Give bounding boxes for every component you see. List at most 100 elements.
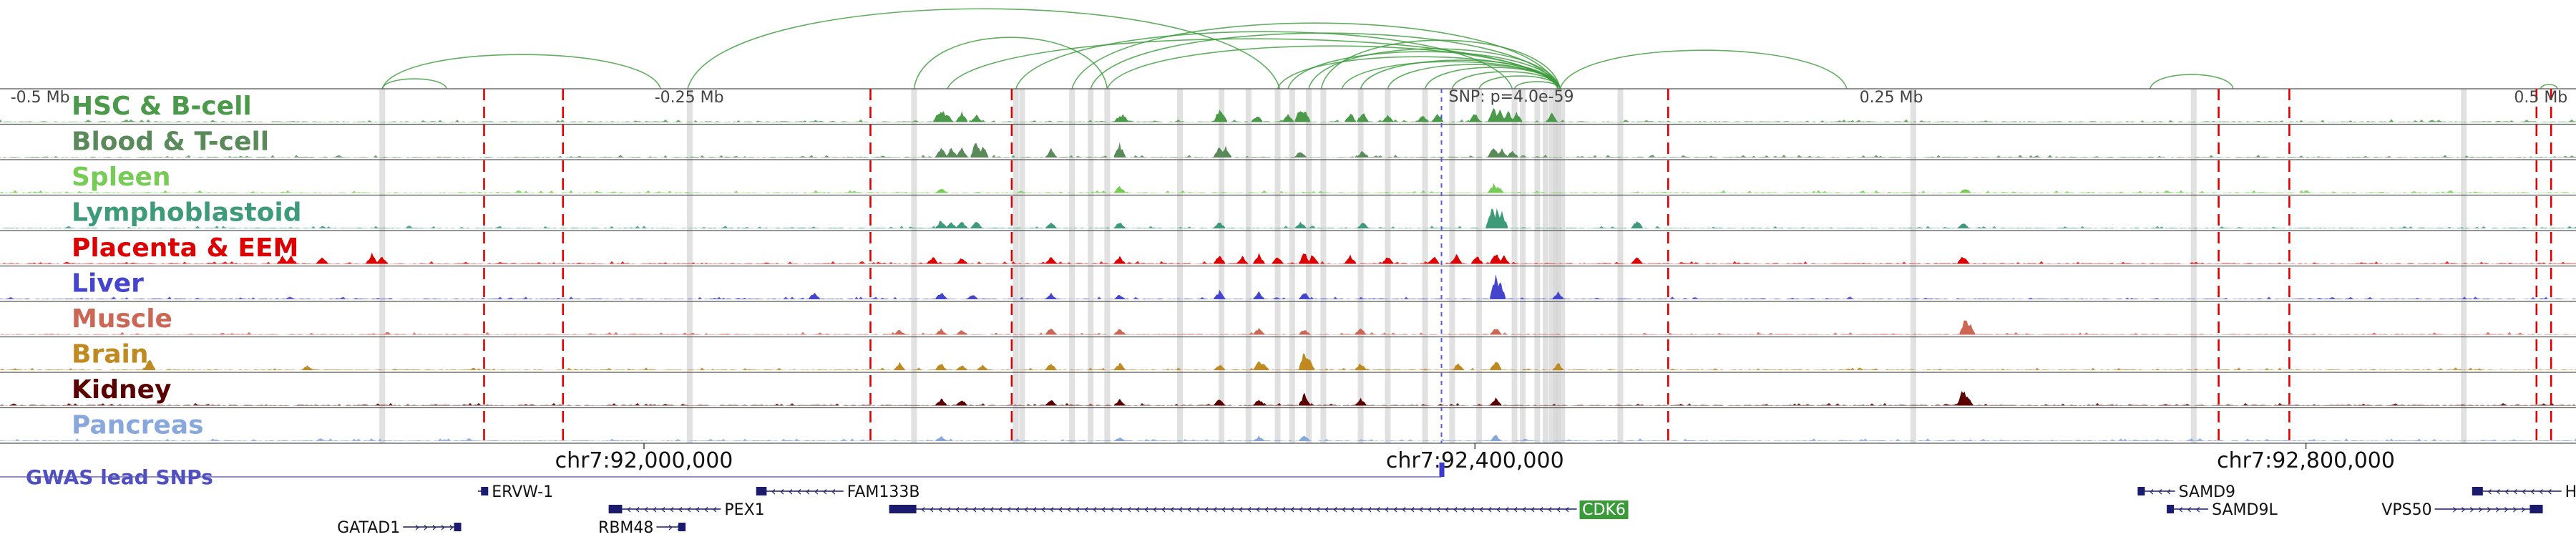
track-noise [0,367,2576,370]
track-noise [0,261,2576,264]
strand-arrow: ‹ [1221,502,1226,517]
signal-peak [1494,109,1506,122]
scale-label: 0.25 Mb [1860,89,1923,107]
strand-arrow: ‹ [1359,502,1364,517]
signal-peak [1299,293,1311,299]
signal-peak [1294,221,1307,228]
gene-highlight-box [1579,500,1629,519]
signal-peak [1511,112,1523,122]
strand-arrow: ‹ [1453,502,1458,517]
signal-peak [1113,329,1126,335]
chromatin-loop-arcs [381,8,2558,90]
signal-peak [1303,358,1314,370]
strand-arrow: › [423,520,428,535]
signal-peak [1957,223,1969,228]
strand-arrow: › [668,520,673,535]
signal-peak [1253,253,1265,264]
track-name: Liver [72,269,144,299]
strand-arrow: ‹ [1565,502,1570,517]
signal-peak [935,436,947,441]
signal-peak [1299,330,1311,335]
strand-arrow: ‹ [805,484,810,499]
strand-arrow: ‹ [1093,502,1098,517]
strand-arrow: ‹ [1522,502,1527,517]
signal-peak [970,222,982,228]
loop-arc [1513,81,1561,90]
strand-arrow: ‹ [1539,502,1544,517]
loop-arc [1478,75,1561,90]
strand-arrow: ‹ [669,502,674,517]
strand-arrow: ‹ [771,484,776,499]
strand-arrow: ‹ [1084,502,1089,517]
signal-peak [1214,364,1226,370]
gene-name: PEX1 [724,501,764,519]
coordinate-axis: chr7:92,000,000 chr7:92,400,000 chr7:92,80… [0,443,2395,489]
signal-peak [1957,256,1969,264]
track-7 [0,336,2576,370]
signal-peak [935,293,947,299]
signal-peak [1294,152,1307,158]
strand-arrow: ‹ [652,502,657,517]
strand-arrow: › [2461,502,2466,517]
strand-arrow: ‹ [1548,502,1553,517]
signal-peak [1045,257,1057,264]
strand-arrow: › [440,520,445,535]
strand-arrow: › [2478,502,2483,517]
signal-peak [956,400,968,406]
strand-arrow: ‹ [1316,502,1321,517]
signal-peak [1546,112,1558,122]
strand-arrow: ‹ [1058,502,1063,517]
strand-arrow: ‹ [2539,484,2544,499]
signal-peak [1345,254,1357,264]
signal-peak [1428,256,1440,264]
signal-tracks [0,88,2576,444]
strand-arrow: › [2469,502,2474,517]
signal-peak [1490,397,1502,406]
track-noise [0,190,2576,193]
signal-peak [935,398,947,406]
signal-peak [1045,363,1057,370]
strand-arrow: ‹ [635,502,640,517]
signal-peak [1382,115,1394,122]
strand-arrow: ‹ [1024,502,1029,517]
signal-peak [1113,185,1126,193]
strand-arrow: ‹ [1144,502,1149,517]
signal-peak [956,258,968,264]
signal-peak [935,188,947,193]
strand-arrow: ‹ [1290,502,1295,517]
signal-peak [1432,114,1443,122]
strand-arrow: ‹ [686,502,691,517]
gene-name: VPS50 [2381,501,2431,519]
signal-peak [1251,117,1263,122]
gene-ervw-1: ERVW-1 [477,483,553,501]
strand-arrow: ‹ [2195,502,2200,517]
strand-arrow: ‹ [938,502,943,517]
strand-arrow: ‹ [1531,502,1536,517]
gene-samd9l: ‹ ‹ ‹ SAMD9L [2167,501,2278,519]
signal-peak [1045,292,1057,299]
signal-peak [1496,147,1508,158]
signal-peak [1355,363,1367,370]
track-name: Lymphoblastoid [72,198,302,228]
strand-arrow: ‹ [1462,502,1467,517]
strand-arrow: ‹ [1110,502,1115,517]
gene-fam133b: ‹ ‹ ‹ ‹ ‹ ‹ ‹ ‹ FAM133B [756,483,919,501]
signal-peak [1961,397,1974,406]
strand-arrow: ‹ [1282,502,1287,517]
strand-arrow: ‹ [1436,502,1441,517]
loop-arc [1071,22,1559,90]
signal-peak [956,365,968,370]
signal-peak [1216,112,1228,122]
strand-arrow: ‹ [2547,484,2552,499]
track-3 [0,194,2576,228]
strand-arrow: ‹ [1015,502,1020,517]
signal-peak [1113,398,1126,406]
signal-peak [1355,328,1367,335]
strand-arrow: › [2529,502,2534,517]
strand-arrow: ‹ [1204,502,1209,517]
signal-peak [1490,435,1502,441]
strand-arrow: ‹ [626,502,631,517]
track-name: Muscle [72,304,172,334]
signal-peak [1355,397,1367,406]
